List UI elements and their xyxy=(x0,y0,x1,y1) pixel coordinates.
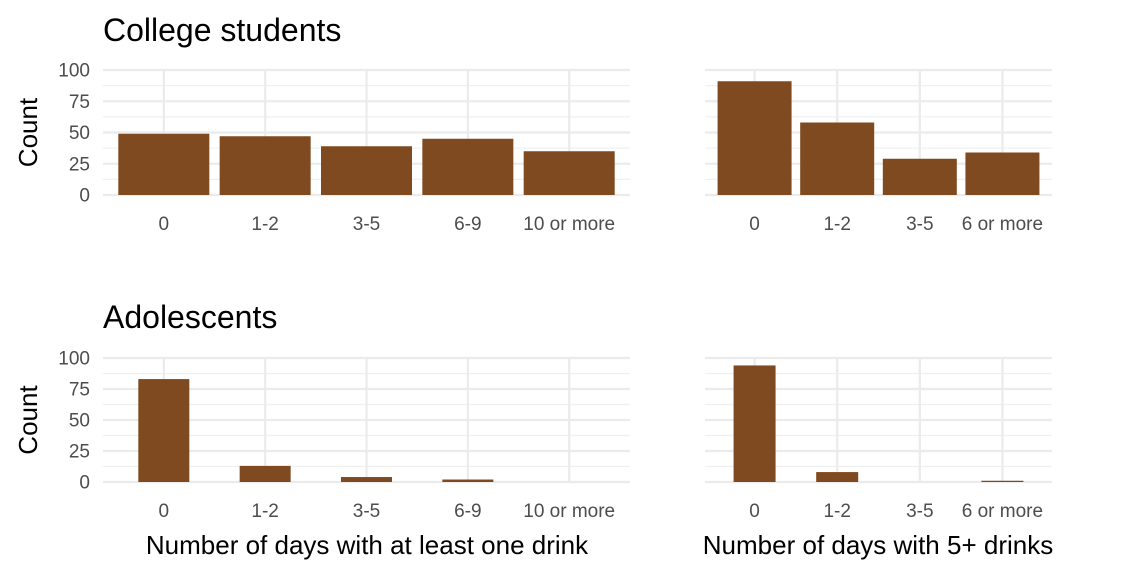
x-tick-label: 6 or more xyxy=(962,501,1043,522)
x-tick-label: 0 xyxy=(749,214,760,235)
x-tick-label: 1-2 xyxy=(251,214,278,235)
x-tick-label: 0 xyxy=(749,501,760,522)
y-tick-label: 75 xyxy=(69,380,90,401)
chart-panel-4: 0 1-2 3-5 6 or more Number of days with 5+ d… xyxy=(703,356,1053,560)
x-tick-label: 6-9 xyxy=(454,501,481,522)
panel-title: College students xyxy=(103,12,341,48)
bar-1-6-9 xyxy=(422,138,514,195)
chart-panel-1: 0 25 50 75 100 0 1-2 3-5 6-9 10 or more College st… xyxy=(13,12,630,235)
x-tick-label: 0 xyxy=(159,501,170,522)
bar-4-0 xyxy=(733,365,776,482)
x-tick-label: 3-5 xyxy=(906,501,933,522)
x-tick-label: 3-5 xyxy=(906,214,933,235)
bar-2-3-5 xyxy=(882,158,957,195)
chart-panel-3: 0 25 50 75 100 0 1-2 3-5 6-9 10 or more Adolescent… xyxy=(13,299,630,560)
bar-3-1-2 xyxy=(239,465,291,482)
bar-2-0 xyxy=(717,81,792,195)
bar-4-6-or-more xyxy=(981,480,1024,482)
x-tick-label: 1-2 xyxy=(251,501,278,522)
bar-2-6-or-more xyxy=(965,152,1040,195)
x-tick-label: 3-5 xyxy=(353,214,380,235)
x-tick-label: 0 xyxy=(159,214,170,235)
panel-title: Adolescents xyxy=(103,299,277,335)
bar-2-1-2 xyxy=(800,122,875,195)
bar-1-10-or-more xyxy=(523,151,615,195)
bar-1-1-2 xyxy=(219,136,311,195)
y-tick-label: 25 xyxy=(69,154,90,175)
y-axis-label: Count xyxy=(13,97,43,167)
x-tick-label: 6 or more xyxy=(962,214,1043,235)
bar-1-3-5 xyxy=(321,146,412,195)
y-axis-label: Count xyxy=(13,385,43,455)
chart-panel-2: 0 1-2 3-5 6 or more xyxy=(705,68,1052,235)
y-tick-label: 50 xyxy=(69,123,90,144)
x-tick-label: 1-2 xyxy=(823,501,850,522)
x-tick-label: 1-2 xyxy=(823,214,850,235)
bar-4-1-2 xyxy=(816,472,859,482)
bar-3-3-5 xyxy=(341,477,392,482)
x-axis-label: Number of days with at least one drink xyxy=(146,530,589,560)
bar-3-0 xyxy=(138,379,190,482)
y-tick-label: 0 xyxy=(79,186,90,207)
x-axis-label: Number of days with 5+ drinks xyxy=(703,530,1053,560)
bar-1-0 xyxy=(118,133,210,195)
x-tick-label: 10 or more xyxy=(523,214,615,235)
x-tick-label: 6-9 xyxy=(454,214,481,235)
y-tick-label: 100 xyxy=(58,349,90,370)
y-tick-label: 0 xyxy=(79,473,90,494)
x-tick-label: 10 or more xyxy=(523,501,615,522)
y-tick-label: 100 xyxy=(58,61,90,82)
x-tick-label: 3-5 xyxy=(353,501,380,522)
bar-3-6-9 xyxy=(442,479,494,482)
y-tick-label: 75 xyxy=(69,92,90,113)
y-tick-label: 50 xyxy=(69,411,90,432)
y-tick-label: 25 xyxy=(69,442,90,463)
